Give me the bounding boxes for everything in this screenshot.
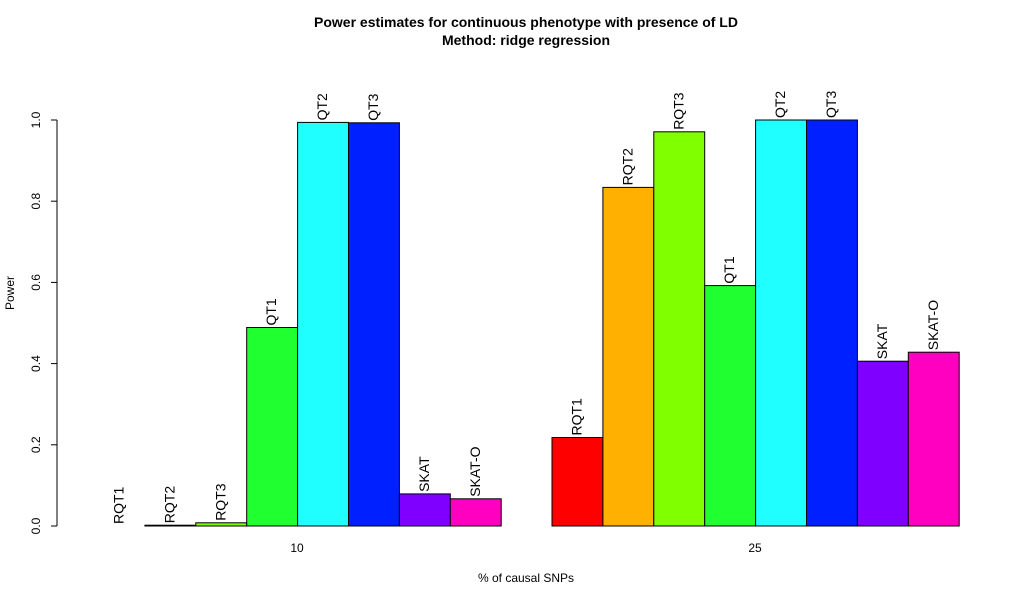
bar-qt1-25 [704,285,757,527]
y-tick-label: 1.0 [29,111,43,128]
chart-title: Power estimates for continuous phenotype… [314,14,738,30]
bar-rqt3-25 [653,131,706,527]
y-axis: 0.0 0.2 0.4 0.6 0.8 1.0 [29,111,58,534]
bar-label: QT1 [263,298,279,325]
bar-label: RQT1 [111,486,127,524]
bar-label: QT2 [314,93,330,120]
bar-label: RQT3 [212,483,228,521]
bar-label: QT3 [823,91,839,118]
bar-label: SKAT [416,456,432,492]
y-tick-label: 0.4 [29,355,43,372]
bar-label: SKAT-O [925,300,941,350]
bar-label: QT1 [721,256,737,283]
y-axis-label: Power [3,276,17,310]
bar-skat-10 [398,493,451,527]
bar-qt2-25 [755,119,807,527]
bar-qt3-10 [348,122,400,527]
bar-label: SKAT-O [467,446,483,496]
bar-label: RQT3 [670,92,686,130]
y-tick-label: 0.2 [29,436,43,453]
y-tick-label: 0.8 [29,193,43,210]
x-axis-label: % of causal SNPs [478,571,574,585]
bars-group: RQT1 RQT2 RQT3 QT1 QT2 QT3 SKAT SKAT-O RQT1 RQT2 R… [111,91,960,527]
x-tick-label: 10 [290,541,304,555]
bar-label: SKAT [874,323,890,359]
bar-label: QT2 [772,91,788,118]
bar-label: RQT2 [619,148,635,186]
y-tick-label: 0.0 [29,517,43,534]
bar-skat-25 [856,360,909,527]
chart-subtitle: Method: ridge regression [442,32,610,48]
x-tick-labels: 10 25 [290,541,762,555]
bar-rqt2-10 [144,524,197,527]
bar-label: RQT2 [161,486,177,524]
bar-label: RQT1 [569,398,585,436]
bar-rqt1-25 [551,437,604,527]
x-tick-label: 25 [748,541,762,555]
y-tick-label: 0.6 [29,274,43,291]
bar-qt3-25 [806,119,858,527]
bar-qt2-10 [297,121,350,527]
bar-rqt2-25 [602,186,655,527]
bar-qt1-10 [246,327,299,527]
bar-rqt3-10 [195,522,248,527]
bar-skat-o-10 [449,498,502,527]
bar-label: QT3 [365,93,381,120]
bar-skat-o-25 [907,351,960,527]
